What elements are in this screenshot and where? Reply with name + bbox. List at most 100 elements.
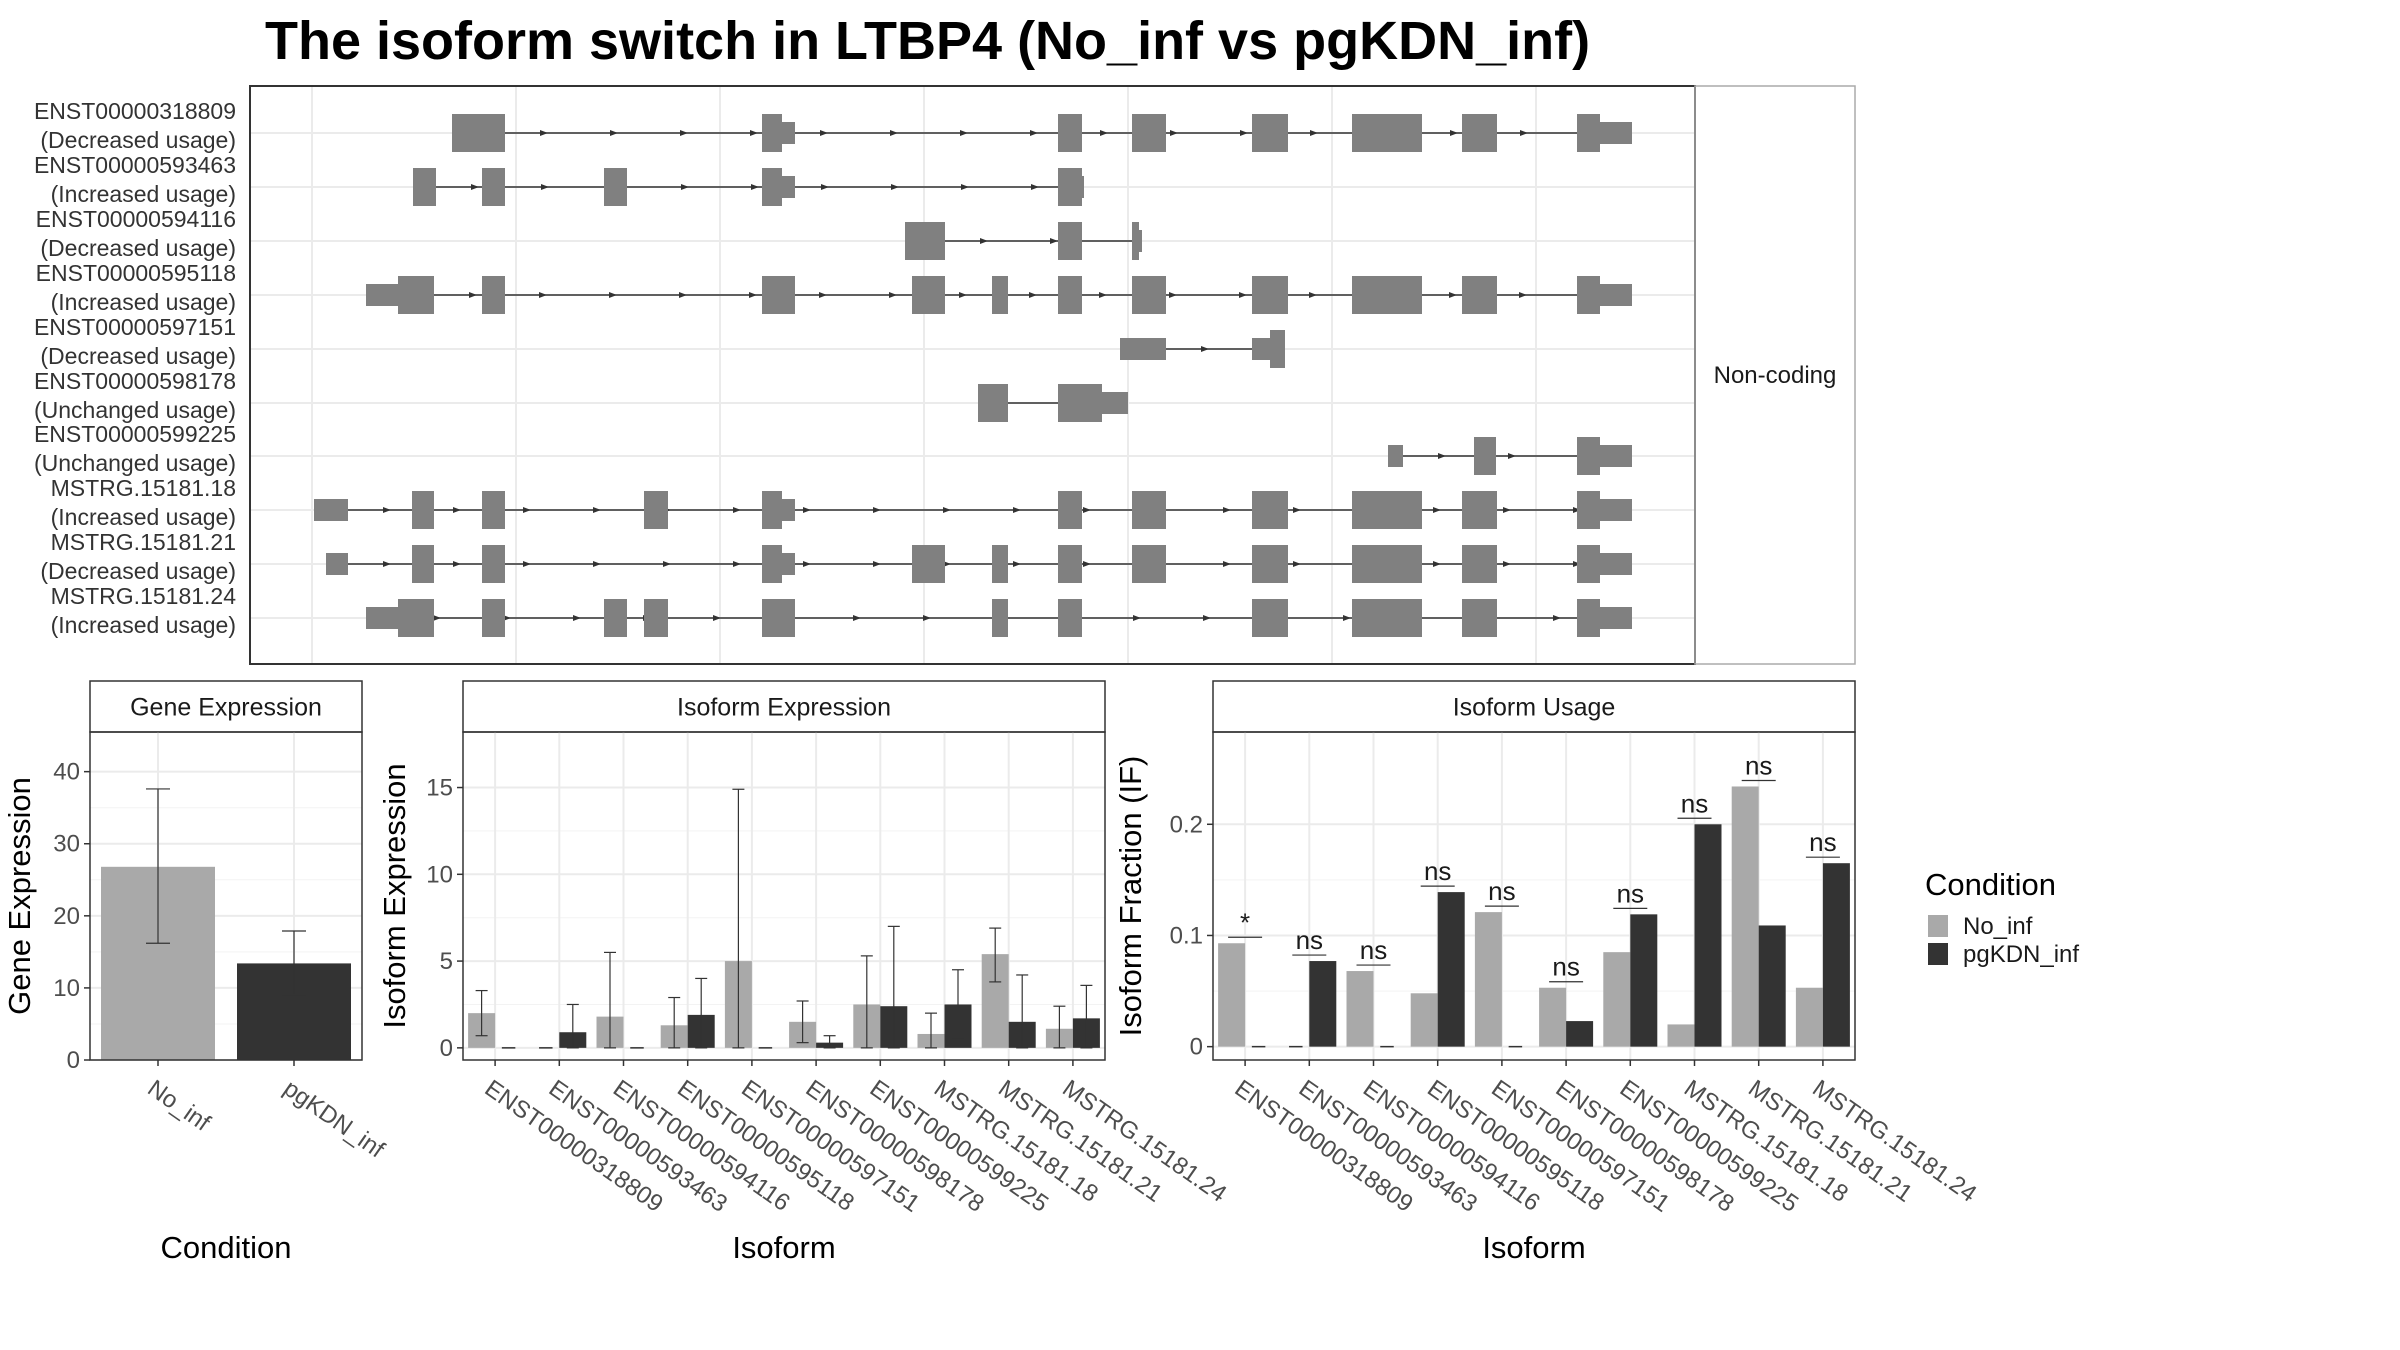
exon-utr (1600, 553, 1632, 575)
strand-arrow (680, 130, 688, 136)
strand-arrow (453, 507, 461, 513)
bar (1474, 912, 1502, 1047)
exon-cds (1132, 114, 1166, 152)
bar (1566, 1021, 1594, 1047)
exon-cds (992, 545, 1008, 583)
y-tick-label: 30 (53, 831, 80, 858)
strand-arrow (961, 184, 969, 190)
transcript-model (366, 599, 1632, 637)
strand-arrow (1450, 130, 1458, 136)
bar (1346, 971, 1374, 1047)
significance-label: ns (1552, 952, 1579, 982)
exon-utr (782, 122, 795, 144)
exon-cds (1577, 545, 1600, 583)
structure-row-label: ENST00000318809 (34, 98, 236, 124)
strand-arrow (733, 507, 741, 513)
exon-cds (1058, 599, 1082, 637)
strand-arrow (749, 292, 757, 298)
strand-arrow (663, 561, 671, 567)
strand-arrow (1520, 130, 1528, 136)
legend-label: No_inf (1963, 913, 2033, 940)
exon-utr (1388, 445, 1403, 467)
strand-arrow (1083, 561, 1091, 567)
strand-arrow (1013, 561, 1021, 567)
strand-arrow (1553, 615, 1561, 621)
bar (1758, 925, 1786, 1047)
bar (1410, 993, 1438, 1047)
strand-arrow (1508, 453, 1516, 459)
strand-arrow (891, 184, 899, 190)
exon-cds (1132, 545, 1166, 583)
y-tick-label: 0 (67, 1047, 80, 1074)
strand-arrow (540, 130, 548, 136)
strand-arrow (751, 184, 759, 190)
strand-arrow (853, 615, 861, 621)
exon-utr (1600, 607, 1632, 629)
panel-strip (89, 680, 363, 733)
legend-swatch (1928, 915, 1948, 937)
strand-arrow (541, 184, 549, 190)
significance-label: ns (1681, 788, 1708, 818)
strand-arrow (820, 130, 828, 136)
y-tick-label: 0.1 (1170, 922, 1203, 949)
exon-utr (1120, 338, 1166, 360)
strand-arrow (1169, 292, 1177, 298)
bar (1437, 892, 1465, 1047)
strand-arrow (889, 292, 897, 298)
bar (1731, 786, 1759, 1047)
significance-label: ns (1296, 925, 1323, 955)
structure-row-usage: (Unchanged usage) (34, 450, 236, 476)
strand-arrow (1438, 453, 1446, 459)
strand-arrow (1433, 561, 1441, 567)
structure-row-usage: (Increased usage) (51, 504, 236, 530)
strand-arrow (433, 615, 441, 621)
exon-utr (782, 499, 795, 521)
strand-arrow (383, 561, 391, 567)
strand-arrow (610, 130, 618, 136)
strand-arrow (1503, 561, 1511, 567)
exon-cds (482, 168, 505, 206)
strand-arrow (593, 561, 601, 567)
exon-cds (604, 168, 627, 206)
structure-strip-label: Non-coding (1714, 362, 1837, 389)
strand-arrow (733, 561, 741, 567)
bar (1218, 943, 1246, 1047)
strand-arrow (593, 507, 601, 513)
exon-utr (1600, 445, 1632, 467)
exon-cds (1577, 599, 1600, 637)
strand-arrow (1099, 292, 1107, 298)
strand-arrow (1433, 507, 1441, 513)
exon-cds (1352, 545, 1422, 583)
exon-cds (398, 276, 434, 314)
exon-cds (762, 168, 782, 206)
exon-cds (1352, 114, 1422, 152)
exon-cds (412, 545, 434, 583)
exon-utr (782, 176, 795, 198)
y-axis-title: Isoform Fraction (IF) (1113, 756, 1148, 1037)
structure-row-label: ENST00000594116 (36, 206, 236, 232)
exon-cds (1270, 330, 1285, 368)
y-tick-label: 40 (53, 759, 80, 786)
exon-utr (366, 607, 398, 629)
x-axis-title: Condition (161, 1230, 292, 1265)
structure-row-label: ENST00000597151 (34, 314, 236, 340)
y-axis-title: Gene Expression (2, 777, 37, 1015)
exon-cds (1132, 276, 1166, 314)
x-tick-label: No_inf (143, 1075, 216, 1137)
exon-cds (762, 491, 782, 529)
strand-arrow (1133, 615, 1141, 621)
panel-strip-title: Isoform Usage (1453, 694, 1616, 722)
strand-arrow (890, 130, 898, 136)
transcript-model (452, 114, 1632, 152)
exon-cds (413, 168, 436, 206)
exon-utr (1102, 392, 1128, 414)
strand-arrow (1029, 292, 1037, 298)
exon-cds (1474, 437, 1496, 475)
strand-arrow (1203, 615, 1211, 621)
chart-title: The isoform switch in LTBP4 (No_inf vs p… (265, 11, 1591, 71)
panel-strip-title: Isoform Expression (677, 694, 891, 722)
strand-arrow (819, 292, 827, 298)
exon-cds (398, 599, 434, 637)
structure-strip (1694, 85, 1856, 665)
